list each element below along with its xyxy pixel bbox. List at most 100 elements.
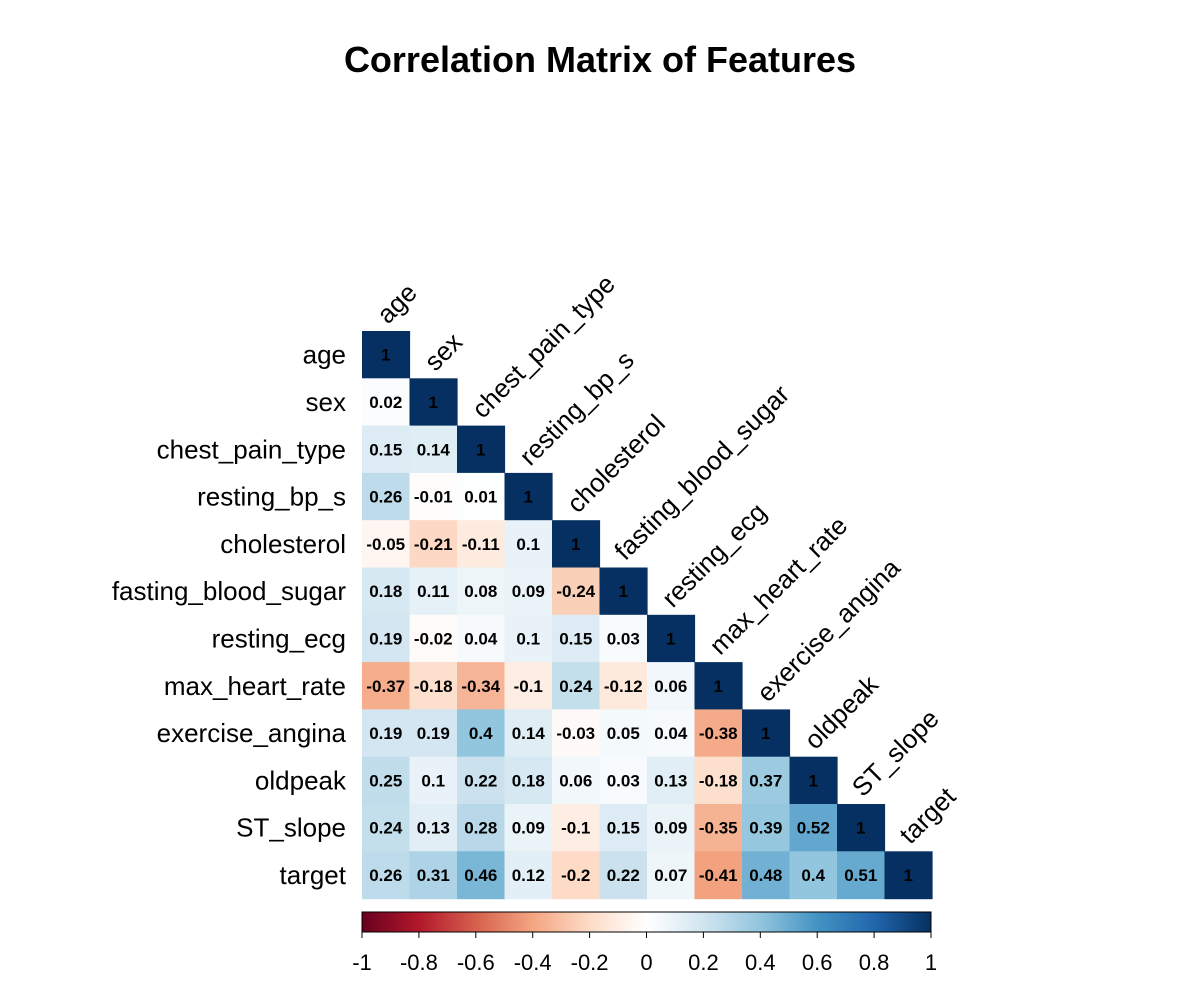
cell-value-label: 0.14 bbox=[417, 440, 451, 459]
cell-value-label: -0.2 bbox=[561, 866, 590, 885]
heatmap-cell bbox=[504, 662, 553, 710]
heatmap-cell bbox=[599, 614, 648, 663]
cell-value-label: 0.19 bbox=[369, 629, 402, 648]
heatmap-cell bbox=[409, 520, 458, 569]
heatmap-cell bbox=[457, 709, 506, 758]
heatmap-cell bbox=[504, 472, 553, 521]
colorbar-tick-label: 0.2 bbox=[688, 950, 719, 975]
cell-value-label: -0.35 bbox=[699, 819, 738, 838]
colorbar-tick-label: 0.6 bbox=[802, 950, 833, 975]
heatmap-cell bbox=[504, 756, 553, 805]
heatmap-cell bbox=[362, 472, 411, 521]
cell-value-label: 0.52 bbox=[797, 819, 830, 838]
cell-value-label: -0.34 bbox=[461, 677, 500, 696]
cell-value-label: -0.24 bbox=[556, 582, 595, 601]
heatmap-cell bbox=[599, 804, 648, 852]
cell-value-label: 0.15 bbox=[607, 819, 640, 838]
heatmap-cell bbox=[552, 614, 601, 663]
heatmap-cell bbox=[837, 851, 886, 900]
cell-value-label: -0.01 bbox=[414, 488, 453, 507]
row-label: oldpeak bbox=[255, 765, 347, 795]
row-label: sex bbox=[306, 387, 346, 417]
colorbar-tick-label: -1 bbox=[352, 950, 372, 975]
heatmap-cell bbox=[552, 662, 601, 710]
heatmap-cell bbox=[409, 662, 458, 710]
cell-value-label: 1 bbox=[666, 629, 675, 648]
cell-value-label: 0.4 bbox=[469, 724, 493, 743]
row-label: age bbox=[303, 340, 346, 370]
cell-value-label: 0.25 bbox=[369, 771, 402, 790]
colorbar-gradient bbox=[361, 911, 932, 933]
cell-value-label: 0.24 bbox=[369, 819, 403, 838]
heatmap-cell bbox=[599, 709, 648, 758]
heatmap-cell bbox=[647, 662, 696, 710]
heatmap-cell bbox=[552, 709, 601, 758]
cell-value-label: -0.05 bbox=[366, 535, 405, 554]
cell-value-label: 1 bbox=[761, 724, 770, 743]
heatmap-cell bbox=[742, 756, 791, 805]
heatmap-cell bbox=[552, 851, 601, 900]
cell-value-label: 0.09 bbox=[512, 819, 545, 838]
heatmap-cell bbox=[552, 756, 601, 805]
heatmap-cell bbox=[742, 851, 791, 900]
heatmap-cell bbox=[409, 804, 458, 852]
cell-value-label: 0.06 bbox=[559, 771, 592, 790]
heatmap-cell bbox=[742, 709, 791, 758]
heatmap-cell bbox=[409, 756, 458, 805]
cell-value-label: 0.28 bbox=[464, 819, 497, 838]
cell-value-label: 1 bbox=[856, 819, 865, 838]
cell-value-label: 0.24 bbox=[559, 677, 593, 696]
cell-value-label: 0.15 bbox=[369, 440, 402, 459]
cell-value-label: 0.4 bbox=[801, 866, 825, 885]
heatmap-cell bbox=[362, 709, 411, 758]
heatmap-cell bbox=[742, 804, 791, 852]
cell-value-label: 0.05 bbox=[607, 724, 640, 743]
heatmap-cell bbox=[694, 756, 743, 805]
heatmap-cell bbox=[362, 331, 411, 379]
row-label: ST_slope bbox=[236, 813, 346, 843]
heatmap-cell bbox=[599, 567, 648, 616]
cell-value-label: -0.11 bbox=[462, 535, 500, 554]
column-label: age bbox=[371, 277, 423, 329]
heatmap-cell bbox=[552, 520, 601, 569]
cell-value-label: 0.46 bbox=[464, 866, 497, 885]
heatmap-cell bbox=[504, 709, 553, 758]
cell-value-label: 1 bbox=[381, 346, 390, 365]
column-label: ST_slope bbox=[846, 703, 945, 802]
cell-value-label: 0.13 bbox=[654, 771, 687, 790]
row-label: max_heart_rate bbox=[164, 671, 346, 701]
heatmap-cell bbox=[647, 709, 696, 758]
heatmap-cell bbox=[362, 520, 411, 569]
cell-value-label: 0.1 bbox=[516, 535, 540, 554]
cell-value-label: 0.18 bbox=[369, 582, 402, 601]
heatmap-cell bbox=[409, 709, 458, 758]
heatmap-cell bbox=[409, 567, 458, 616]
cell-value-label: 1 bbox=[571, 535, 580, 554]
cell-value-label: -0.12 bbox=[604, 677, 643, 696]
cell-value-label: 0.09 bbox=[512, 582, 545, 601]
heatmap-cell bbox=[409, 378, 458, 427]
heatmap-cell bbox=[599, 756, 648, 805]
cell-value-label: 1 bbox=[524, 488, 533, 507]
heatmap-cell bbox=[409, 851, 458, 900]
heatmap-cell bbox=[647, 614, 696, 663]
cell-value-label: 0.22 bbox=[607, 866, 640, 885]
heatmap-cell bbox=[789, 804, 838, 852]
colorbar-tick-label: -0.6 bbox=[457, 950, 495, 975]
row-labels: age sex chest_pain_type resting_bp_scholest… bbox=[112, 340, 347, 890]
heatmap-cell bbox=[362, 378, 411, 427]
row-label: fasting_blood_sugar bbox=[112, 576, 347, 606]
cell-value-label: 1 bbox=[476, 440, 485, 459]
cell-value-label: 0.26 bbox=[369, 866, 402, 885]
cell-value-label: 0.12 bbox=[512, 866, 545, 885]
heatmap-cell bbox=[457, 662, 506, 710]
cell-value-label: -0.37 bbox=[366, 677, 405, 696]
heatmap-cell bbox=[694, 851, 743, 900]
heatmap-cell bbox=[362, 614, 411, 663]
row-label: target bbox=[280, 860, 347, 890]
cell-value-label: 0.18 bbox=[512, 771, 545, 790]
heatmap-cell bbox=[362, 567, 411, 616]
colorbar: -1 -0.8 -0.6 -0.4 -0.2 0 0.2 0.4 0.6 0.8 1 bbox=[352, 911, 937, 975]
heatmap-cell bbox=[409, 425, 458, 474]
